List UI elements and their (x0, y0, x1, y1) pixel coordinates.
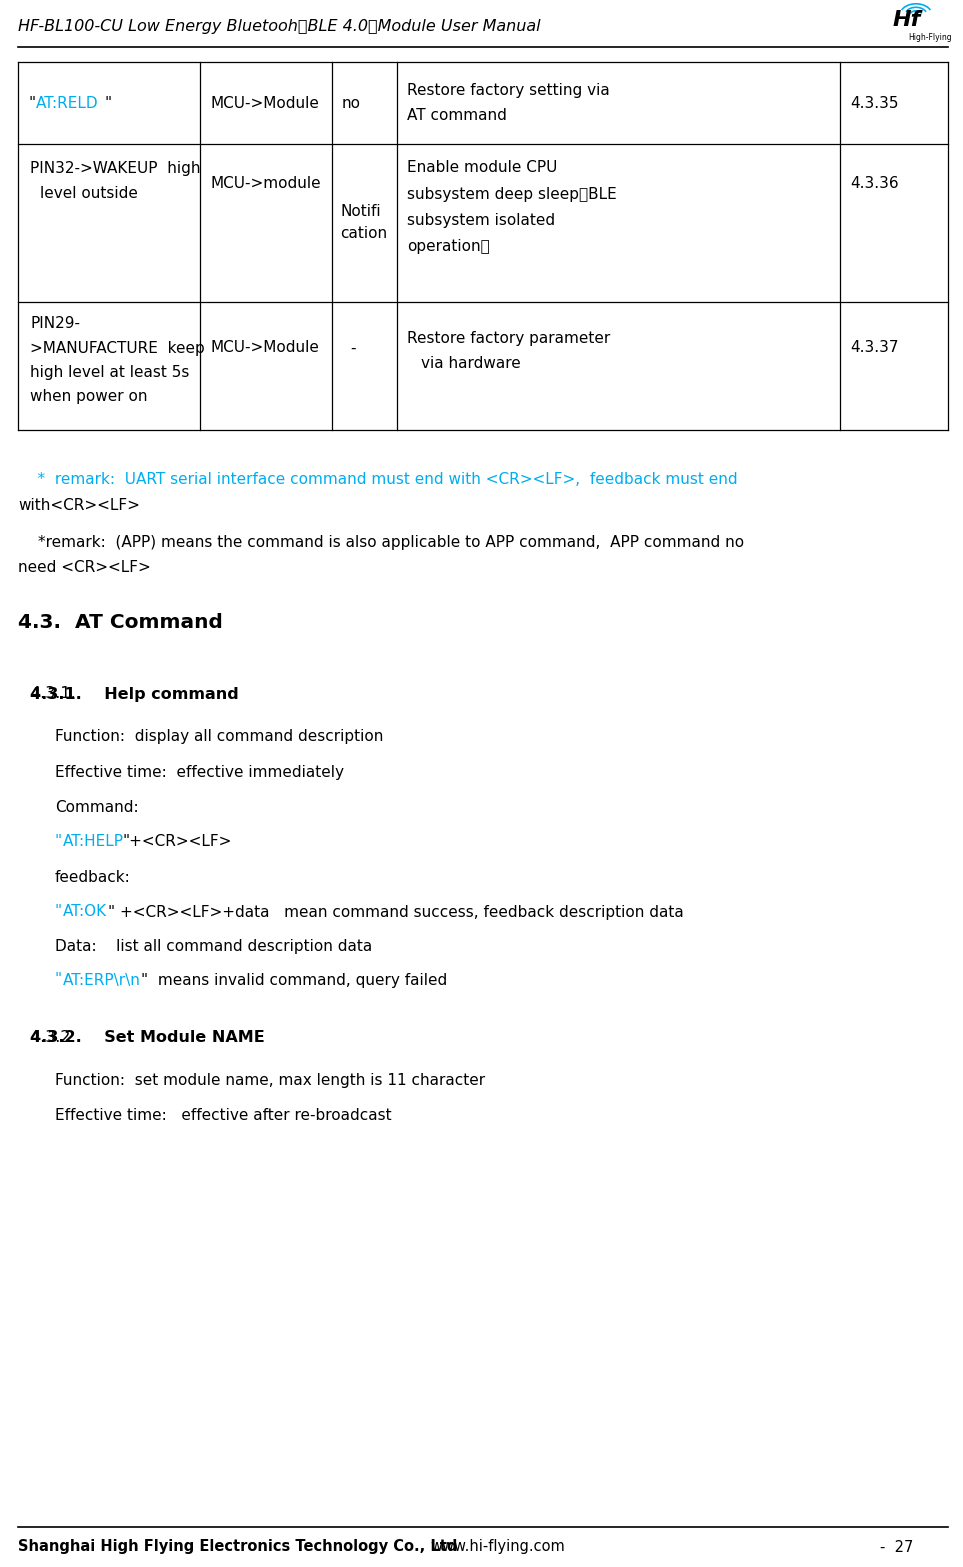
Text: PIN29-: PIN29- (30, 317, 80, 332)
Text: Command:: Command: (55, 801, 139, 815)
Text: AT command: AT command (407, 108, 507, 124)
Text: feedback:: feedback: (55, 871, 131, 885)
Text: 4.3.  AT Command: 4.3. AT Command (18, 613, 222, 632)
Text: Shanghai High Flying Electronics Technology Co., Ltd: Shanghai High Flying Electronics Technol… (18, 1539, 457, 1554)
Text: with<CR><LF>: with<CR><LF> (18, 498, 140, 514)
Text: 4.3.1.: 4.3.1. (30, 686, 76, 702)
Text: " +<CR><LF>+data   mean command success, feedback description data: " +<CR><LF>+data mean command success, f… (108, 904, 684, 920)
Text: Effective time:   effective after re-broadcast: Effective time: effective after re-broad… (55, 1108, 392, 1124)
Text: ": " (104, 96, 111, 111)
Text: subsystem deep sleep（BLE: subsystem deep sleep（BLE (407, 186, 616, 202)
Text: HF-BL100-CU Low Energy Bluetooh（BLE 4.0）Module User Manual: HF-BL100-CU Low Energy Bluetooh（BLE 4.0）… (18, 19, 540, 33)
Text: Data:    list all command description data: Data: list all command description data (55, 939, 373, 953)
Text: 4.3.2.    Set Module NAME: 4.3.2. Set Module NAME (30, 1031, 265, 1045)
Text: >MANUFACTURE  keep: >MANUFACTURE keep (30, 340, 205, 356)
Text: Function:  display all command description: Function: display all command descriptio… (55, 729, 383, 743)
Text: AT:ERP\r\n: AT:ERP\r\n (63, 973, 141, 987)
Text: need <CR><LF>: need <CR><LF> (18, 561, 151, 575)
Text: Notifi: Notifi (340, 205, 380, 219)
Text: ": " (55, 904, 63, 920)
Text: subsystem isolated: subsystem isolated (407, 213, 555, 227)
Text: 4.3.36: 4.3.36 (850, 177, 898, 191)
Text: 4.3.37: 4.3.37 (850, 340, 898, 356)
Text: 4.3.35: 4.3.35 (850, 96, 898, 111)
Text: 4.3.2.: 4.3.2. (30, 1031, 76, 1045)
Text: Restore factory setting via: Restore factory setting via (407, 83, 610, 97)
Text: no: no (342, 96, 361, 111)
Text: level outside: level outside (40, 186, 138, 202)
Text: Restore factory parameter: Restore factory parameter (407, 331, 611, 345)
Text: PIN32->WAKEUP  high: PIN32->WAKEUP high (30, 160, 200, 176)
Text: ": " (55, 973, 63, 987)
Text: via hardware: via hardware (421, 357, 521, 371)
Text: Function:  set module name, max length is 11 character: Function: set module name, max length is… (55, 1072, 485, 1087)
Text: AT:RELD: AT:RELD (36, 96, 98, 111)
Text: when power on: when power on (30, 389, 147, 403)
Text: cation: cation (340, 227, 387, 241)
Text: MCU->module: MCU->module (210, 177, 321, 191)
Text: Effective time:  effective immediately: Effective time: effective immediately (55, 765, 344, 779)
Text: -  27: - 27 (880, 1539, 913, 1554)
Text: Hf: Hf (893, 9, 922, 30)
Text: High-Flying: High-Flying (908, 33, 951, 42)
Text: www.hi-flying.com: www.hi-flying.com (430, 1539, 564, 1554)
Text: "+<CR><LF>: "+<CR><LF> (123, 835, 232, 849)
Text: MCU->Module: MCU->Module (210, 96, 319, 111)
Text: high level at least 5s: high level at least 5s (30, 365, 190, 379)
Text: AT:OK: AT:OK (63, 904, 107, 920)
Text: *  remark:  UART serial interface command must end with <CR><LF>,  feedback must: * remark: UART serial interface command … (18, 473, 738, 487)
Text: *remark:  (APP) means the command is also applicable to APP command,  APP comman: *remark: (APP) means the command is also… (38, 534, 744, 550)
Text: Enable module CPU: Enable module CPU (407, 160, 558, 176)
Text: "  means invalid command, query failed: " means invalid command, query failed (141, 973, 447, 987)
Text: 4.3.1.    Help command: 4.3.1. Help command (30, 686, 239, 702)
Text: MCU->Module: MCU->Module (210, 340, 319, 356)
Text: ": " (55, 835, 63, 849)
Text: ": " (28, 96, 35, 111)
Text: -: - (350, 340, 355, 356)
Text: operation）: operation） (407, 238, 490, 254)
Text: AT:HELP: AT:HELP (63, 835, 124, 849)
